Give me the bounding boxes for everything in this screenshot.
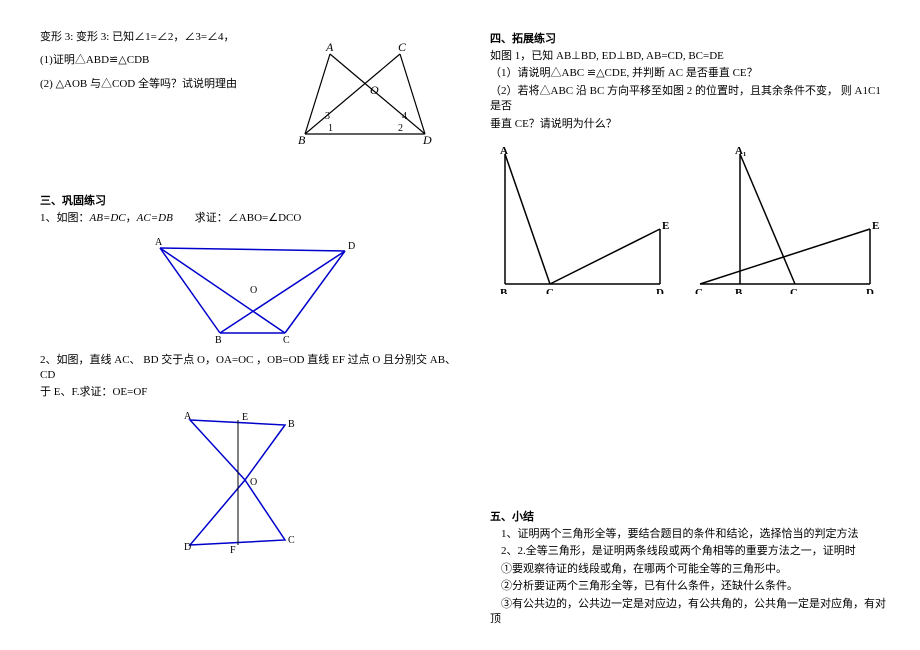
fig4-E: E bbox=[662, 220, 669, 232]
left-column: 变形 3: 变形 3: 已知∠1=∠2，∠3=∠4， (1)证明△ABD≌△CD… bbox=[40, 30, 470, 559]
fig5-E: E bbox=[872, 220, 879, 232]
fig1-A: A bbox=[325, 40, 334, 54]
fig4-C: C bbox=[546, 287, 554, 294]
figure-3: A B C D E F O bbox=[170, 405, 470, 555]
sec3-title: 三、巩固练习 bbox=[40, 192, 470, 208]
figure-5: A₁ C B₁ C₁ D E bbox=[690, 144, 880, 294]
fig2-A: A bbox=[155, 237, 163, 248]
fig3-B: B bbox=[288, 419, 295, 430]
fig2-B: B bbox=[215, 335, 222, 343]
fig3-A: A bbox=[184, 411, 192, 422]
fig3-F: F bbox=[230, 545, 236, 555]
sec5-l4: ②分析要证两个三角形全等，已有什么条件，还缺什么条件。 bbox=[490, 579, 890, 594]
fig5-A1: A₁ bbox=[735, 145, 746, 157]
fig5-D: D bbox=[866, 287, 874, 294]
fig1-3: 3 bbox=[325, 111, 330, 122]
fig1-2: 2 bbox=[398, 123, 403, 134]
fig3-C: C bbox=[288, 535, 295, 546]
sec4-q1: （1）请说明△ABC ≌△CDE, 并判断 AC 是否垂直 CE？ bbox=[490, 66, 890, 81]
fig2-C: C bbox=[283, 335, 290, 343]
fig3-D: D bbox=[184, 542, 191, 553]
sec3-q2a: 2、如图，直线 AC、 BD 交于点 O，OA=OC ，OB=OD 直线 EF … bbox=[40, 353, 470, 384]
fig1-O: O bbox=[370, 83, 379, 97]
fig4-A: A bbox=[500, 145, 508, 157]
fig1-1: 1 bbox=[328, 123, 333, 134]
figure-2: A D B C O bbox=[140, 233, 470, 343]
fig3-O: O bbox=[250, 477, 257, 488]
fig5-C1: C₁ bbox=[790, 287, 801, 294]
fig4-B: B bbox=[500, 287, 508, 294]
sec3-q2b: 于 E、F.求证：OE=OF bbox=[40, 385, 470, 400]
sec4-q2a: （2）若将△ABC 沿 BC 方向平移至如图 2 的位置时，且其余条件不变， 则… bbox=[490, 84, 890, 115]
fig4-D: D bbox=[656, 287, 664, 294]
right-column: 四、拓展练习 如图 1，已知 AB⊥BD, ED⊥BD, AB=CD, BC=D… bbox=[490, 30, 890, 629]
sec5-l5: ③有公共边的，公共边一定是对应边，有公共角的，公共角一定是对应角，有对顶 bbox=[490, 597, 890, 628]
sec5-title: 五、小结 bbox=[490, 508, 890, 524]
figure-4: A B C D E bbox=[490, 144, 670, 294]
fig1-D: D bbox=[422, 133, 432, 147]
fig1-B: B bbox=[298, 133, 306, 147]
fig1-4: 4 bbox=[402, 111, 407, 122]
fig5-B1: B₁ bbox=[735, 287, 746, 294]
sec5-l2: 2、2.全等三角形，是证明两条线段或两个角相等的重要方法之一，证明时 bbox=[490, 544, 890, 559]
sec4-intro: 如图 1，已知 AB⊥BD, ED⊥BD, AB=CD, BC=DE bbox=[490, 49, 890, 64]
sec5-l3: ①要观察待证的线段或角，在哪两个可能全等的三角形中。 bbox=[490, 562, 890, 577]
sec3-q1: 1、如图：AB=DC，AC=DB 求证：∠ABO=∠DCO bbox=[40, 211, 470, 226]
sec4-q2b: 垂直 CE？请说明为什么？ bbox=[490, 117, 890, 132]
fig2-O: O bbox=[250, 285, 257, 296]
figure-1: A C B D O 1 2 3 4 bbox=[280, 39, 450, 149]
sec4-title: 四、拓展练习 bbox=[490, 30, 890, 46]
fig1-C: C bbox=[398, 40, 407, 54]
fig2-D: D bbox=[348, 241, 355, 252]
fig3-E: E bbox=[242, 412, 248, 423]
sec5-l1: 1、证明两个三角形全等，要结合题目的条件和结论，选择恰当的判定方法 bbox=[490, 527, 890, 542]
fig5-C: C bbox=[695, 287, 703, 294]
